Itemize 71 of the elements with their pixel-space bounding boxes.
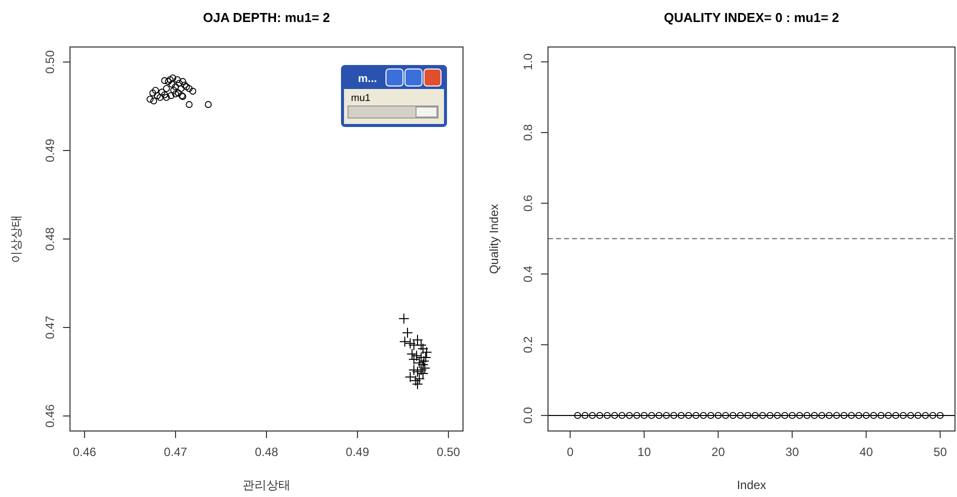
y-tick-label: 0.48 xyxy=(43,227,57,251)
x-tick-label: 50 xyxy=(934,445,948,459)
point xyxy=(176,80,183,87)
point xyxy=(399,336,410,348)
point xyxy=(156,94,164,101)
point xyxy=(166,76,174,84)
y-tick-label: 1.0 xyxy=(521,53,535,70)
point xyxy=(404,338,416,349)
y-tick-label: 0.50 xyxy=(43,50,57,74)
x-tick-label: 0.50 xyxy=(436,445,460,459)
y-tick-label: 0.46 xyxy=(43,404,57,428)
point xyxy=(182,83,190,90)
y-tick-label: 0.49 xyxy=(43,138,57,162)
point xyxy=(174,76,181,84)
point xyxy=(179,78,186,85)
annotation: mu1 xyxy=(351,93,371,104)
point xyxy=(406,348,418,360)
y-axis-title: 이상상태 xyxy=(9,215,23,263)
x-tick-label: 40 xyxy=(860,445,874,459)
point xyxy=(162,85,170,92)
point xyxy=(158,88,166,96)
point xyxy=(412,378,424,390)
point xyxy=(150,98,158,104)
y-tick-label: 0.47 xyxy=(43,315,57,340)
point xyxy=(170,86,178,94)
y-tick-label: 0.6 xyxy=(521,194,535,212)
x-axis-title: Index xyxy=(736,478,766,492)
y-tick-label: 0.8 xyxy=(521,124,535,141)
x-tick-label: 0.49 xyxy=(346,445,370,459)
point xyxy=(149,90,156,96)
point xyxy=(152,86,159,94)
point xyxy=(164,78,172,85)
x-tick-label: 30 xyxy=(786,445,800,459)
annotation: m... xyxy=(358,73,377,85)
point xyxy=(146,96,154,103)
y-axis-title: Quality Index xyxy=(487,204,501,274)
point xyxy=(172,90,179,98)
point xyxy=(186,85,193,92)
point xyxy=(204,101,212,108)
point xyxy=(402,327,414,338)
chart-title: QUALITY INDEX= 0 : mu1= 2 xyxy=(664,10,840,25)
point xyxy=(161,91,168,98)
point xyxy=(172,83,179,90)
point xyxy=(154,92,161,100)
point xyxy=(161,77,168,84)
point xyxy=(417,343,428,354)
x-axis-title: 관리상태 xyxy=(242,478,290,492)
point xyxy=(169,74,176,82)
point xyxy=(178,85,184,92)
point xyxy=(414,373,425,384)
x-tick-label: 0.48 xyxy=(254,445,278,459)
chart-title: OJA DEPTH: mu1= 2 xyxy=(202,10,330,25)
x-tick-label: 20 xyxy=(712,445,726,459)
point xyxy=(162,94,170,101)
x-tick-label: 0.47 xyxy=(164,445,188,459)
y-tick-label: 0.0 xyxy=(521,406,535,424)
point xyxy=(174,90,182,96)
point xyxy=(417,359,428,370)
point xyxy=(417,368,428,379)
point xyxy=(189,88,196,95)
x-tick-label: 0 xyxy=(566,445,574,459)
y-tick-label: 0.4 xyxy=(521,265,535,282)
point xyxy=(168,92,174,100)
point xyxy=(412,366,424,378)
x-tick-label: 0.46 xyxy=(72,445,97,459)
point xyxy=(398,313,410,324)
point xyxy=(181,82,188,88)
point xyxy=(168,80,176,88)
point xyxy=(186,101,193,108)
x-tick-label: 10 xyxy=(638,445,652,459)
y-tick-label: 0.2 xyxy=(521,336,535,354)
